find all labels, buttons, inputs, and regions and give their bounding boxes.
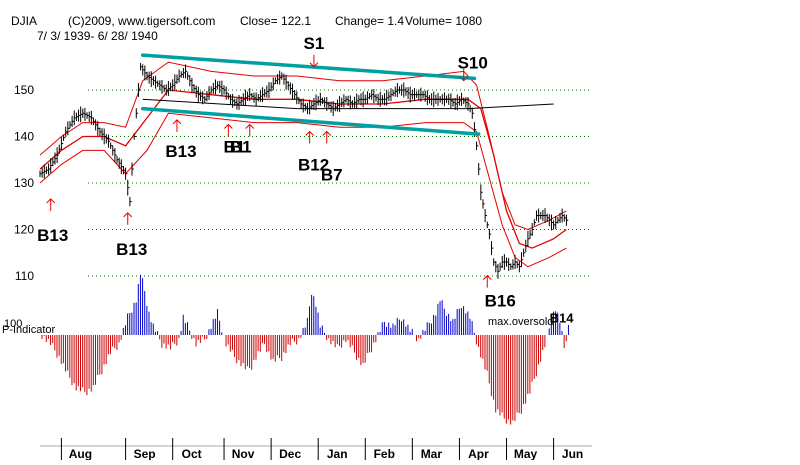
signal-arrow-head xyxy=(172,119,182,125)
header-ticker: DJIA xyxy=(11,14,37,28)
header-date-range: 7/ 3/ 1939- 6/ 28/ 1940 xyxy=(37,29,158,43)
y-tick-label: 140 xyxy=(14,130,34,144)
month-label: May xyxy=(514,447,538,460)
signal-label-b13: B13 xyxy=(165,142,196,161)
month-label: Sep xyxy=(134,447,156,460)
month-label: Jun xyxy=(562,447,583,460)
price-layer xyxy=(39,63,569,279)
signal-label-b1: B1 xyxy=(230,138,252,157)
month-label: Mar xyxy=(421,447,443,460)
series-lower-band xyxy=(39,112,567,268)
signal-arrow-head xyxy=(46,198,56,204)
signal-label-b13: B13 xyxy=(116,240,147,259)
signal-label-b14: B14 xyxy=(550,311,575,326)
header-close: Close= 122.1 xyxy=(240,14,311,28)
signal-label-b12: B12 xyxy=(298,155,329,174)
month-label: Nov xyxy=(232,447,255,460)
price-grid: 110 120 130 140 150 xyxy=(14,83,592,283)
signal-arrow-head xyxy=(459,76,469,82)
series-trend-line xyxy=(142,98,554,110)
y-tick-label: 110 xyxy=(15,269,34,283)
month-label: Feb xyxy=(374,447,395,460)
y-tick-label: 120 xyxy=(14,223,34,237)
max-oversold-label: max.oversold xyxy=(488,316,553,328)
signal-arrow-head xyxy=(123,212,133,218)
signal-label-b1: B1 xyxy=(223,138,245,157)
y-tick-label: 150 xyxy=(14,83,34,97)
p-indicator-baseline-label: 100 xyxy=(4,318,22,330)
signal-arrow-head xyxy=(223,123,233,129)
lower-channel xyxy=(140,106,481,136)
signal-arrow-head xyxy=(482,274,492,280)
signal-label-b16: B16 xyxy=(485,292,516,311)
signal-label-b13: B13 xyxy=(37,226,68,245)
month-axis: Aug Sep Oct Nov Dec Jan Feb Mar Apr May Jun xyxy=(40,438,592,461)
signal-label-s10: S10 xyxy=(458,54,488,73)
header-volume: Volume= 1080 xyxy=(405,14,482,28)
series-upper-band xyxy=(39,61,567,231)
month-label: Aug xyxy=(69,447,92,460)
signal-label-b7: B7 xyxy=(321,165,343,184)
header-change: Change= 1.4 xyxy=(335,14,404,28)
p-indicator-label: P-Indicator xyxy=(2,324,56,336)
month-label: Oct xyxy=(182,447,202,460)
signal-arrow-head xyxy=(322,130,332,136)
signal-arrow-head xyxy=(309,62,319,68)
p-indicator-layer xyxy=(41,274,569,425)
header-source: (C)2009, www.tigersoft.com xyxy=(68,14,215,28)
month-label: Jan xyxy=(327,447,348,460)
signal-label-s1: S1 xyxy=(304,34,325,53)
signal-arrow-head xyxy=(305,130,314,136)
upper-channel xyxy=(140,53,477,81)
y-tick-label: 130 xyxy=(14,176,34,190)
channel-layer xyxy=(140,53,481,136)
month-label: Dec xyxy=(279,447,301,460)
signal-arrow-head xyxy=(245,123,255,129)
month-label: Apr xyxy=(468,447,489,460)
